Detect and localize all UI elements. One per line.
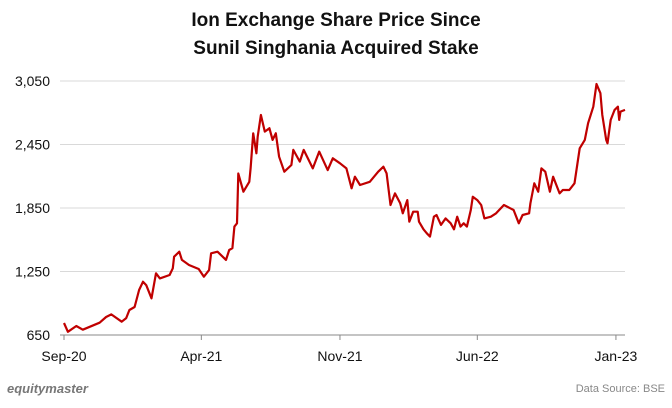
y-tick-label: 650: [27, 327, 51, 343]
y-tick-label: 3,050: [15, 73, 50, 89]
y-tick-label: 1,850: [15, 200, 50, 216]
equitymaster-logo: equitymaster: [7, 381, 88, 396]
y-tick-label: 1,250: [15, 264, 50, 280]
x-tick-label: Jan-23: [595, 348, 638, 364]
x-tick-label: Sep-20: [41, 348, 86, 364]
x-tick-label: Jun-22: [456, 348, 499, 364]
x-tick-label: Nov-21: [317, 348, 362, 364]
data-source: Data Source: BSE: [575, 383, 665, 395]
x-tick-label: Apr-21: [180, 348, 222, 364]
chart-title-line-2: Sunil Singhania Acquired Stake: [193, 38, 479, 59]
chart-title-line-1: Ion Exchange Share Price Since: [191, 10, 481, 31]
y-tick-label: 2,450: [15, 137, 50, 153]
share-price-line: [62, 82, 626, 333]
